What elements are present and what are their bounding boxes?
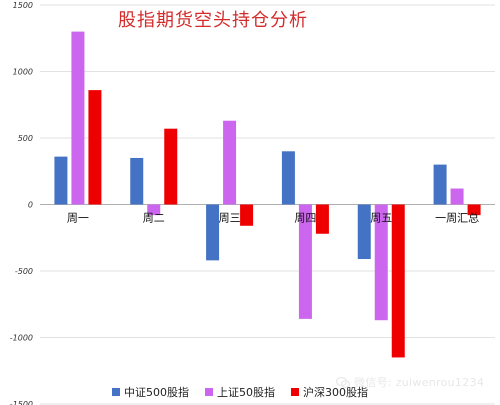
bar-1-2 (223, 120, 237, 205)
bar-0-2 (206, 204, 220, 261)
y-tick-label-4: -500 (15, 267, 33, 276)
bar-2-5 (467, 204, 481, 216)
y-tick-label-3: 0 (28, 201, 33, 210)
y-tick-label-2: 500 (18, 134, 33, 143)
bar-0-4 (357, 204, 371, 260)
bar-2-4 (391, 204, 405, 358)
wechat-icon (336, 376, 350, 388)
legend-item-series-1: 上证50股指 (205, 384, 275, 400)
watermark-text: 微信号: zuiwenrou1234 (354, 376, 485, 389)
legend-label-series-2: 沪深300股指 (303, 386, 368, 399)
legend-swatch-series-0 (112, 388, 120, 396)
legend-item-series-0: 中证500股指 (112, 384, 189, 400)
x-tick-label-1: 周二 (143, 212, 165, 225)
legend-swatch-series-2 (291, 388, 299, 396)
bar-0-0 (54, 156, 68, 205)
x-tick-label-4: 周五 (370, 212, 392, 225)
y-tick-label-0: 1500 (13, 1, 33, 10)
bar-1-4 (374, 204, 388, 321)
bar-1-3 (298, 204, 312, 319)
bar-0-1 (130, 157, 144, 205)
legend-item-series-2: 沪深300股指 (291, 384, 368, 400)
bar-1-1 (147, 204, 161, 216)
bar-0-5 (433, 164, 447, 205)
x-tick-label-2: 周三 (219, 212, 241, 225)
legend-label-series-1: 上证50股指 (217, 386, 275, 399)
bar-1-0 (71, 31, 85, 205)
chart-legend: 中证500股指 上证50股指 沪深300股指 (112, 384, 368, 400)
x-tick-label-0: 周一 (67, 212, 89, 225)
x-tick-label-3: 周四 (294, 212, 316, 225)
bar-1-5 (450, 188, 464, 205)
legend-label-series-0: 中证500股指 (124, 386, 189, 399)
chart-title: 股指期货空头持仓分析 (118, 10, 308, 31)
bar-2-3 (315, 204, 329, 234)
y-tick-label-5: -1000 (10, 334, 33, 343)
watermark: 微信号: zuiwenrou1234 (336, 374, 484, 390)
bar-2-1 (164, 128, 178, 205)
x-tick-label-5: 一周汇总 (435, 211, 479, 225)
y-tick-label-1: 1000 (13, 68, 33, 77)
bar-2-2 (240, 204, 254, 226)
legend-swatch-series-1 (205, 388, 213, 396)
bar-2-0 (88, 90, 102, 205)
y-tick-label-6: -1500 (10, 400, 33, 405)
bar-0-3 (281, 151, 295, 205)
